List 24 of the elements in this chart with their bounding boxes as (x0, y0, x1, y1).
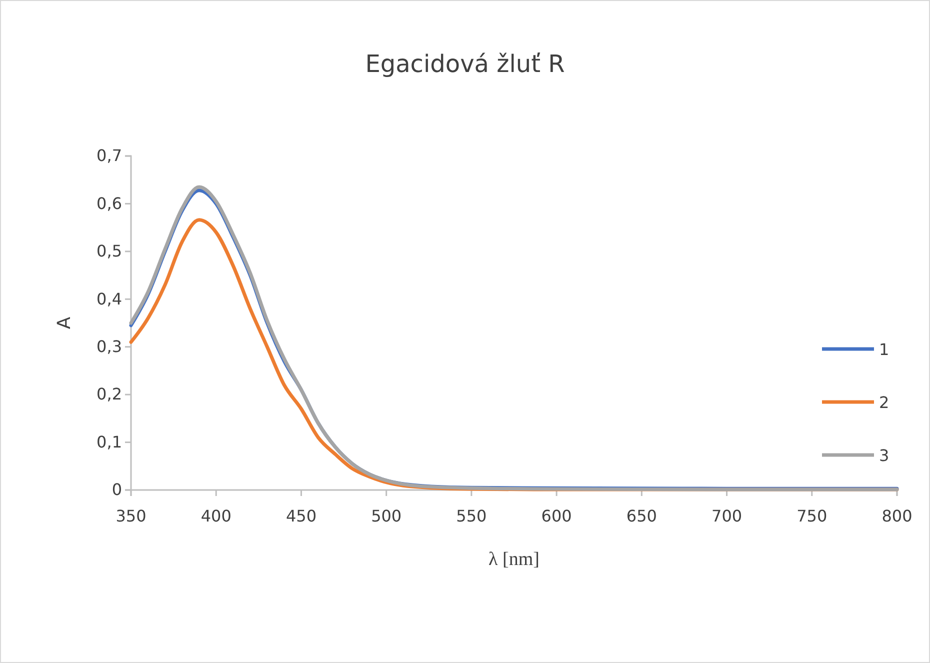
x-tick-label: 500 (371, 506, 402, 526)
x-tick-label: 750 (796, 506, 828, 526)
x-tick-label: 350 (116, 506, 146, 526)
y-tick-label: 0,5 (96, 242, 122, 261)
legend-label: 3 (879, 446, 890, 465)
x-tick-label: 600 (541, 506, 572, 526)
y-axis-title: A (54, 316, 75, 330)
y-tick-label: 0,4 (96, 289, 122, 308)
y-tick-label: 0,3 (96, 336, 122, 356)
y-tick-label: 0,6 (96, 194, 122, 213)
x-tick-label: 400 (200, 506, 232, 526)
y-tick-label: 0,1 (96, 432, 122, 452)
x-tick-label: 800 (882, 506, 912, 526)
x-tick-label: 550 (456, 506, 487, 526)
x-tick-label: 450 (286, 506, 316, 526)
y-tick-label: 0 (112, 480, 122, 500)
legend-label: 1 (879, 340, 890, 359)
x-tick-label: 650 (626, 506, 657, 526)
chart-title: Egacidová žluť R (365, 50, 565, 78)
x-axis-title: λ [nm] (488, 549, 540, 570)
legend-label: 2 (879, 393, 890, 412)
y-tick-label: 0,7 (96, 146, 122, 166)
x-tick-label: 700 (712, 506, 742, 526)
y-tick-label: 0,2 (96, 384, 122, 404)
